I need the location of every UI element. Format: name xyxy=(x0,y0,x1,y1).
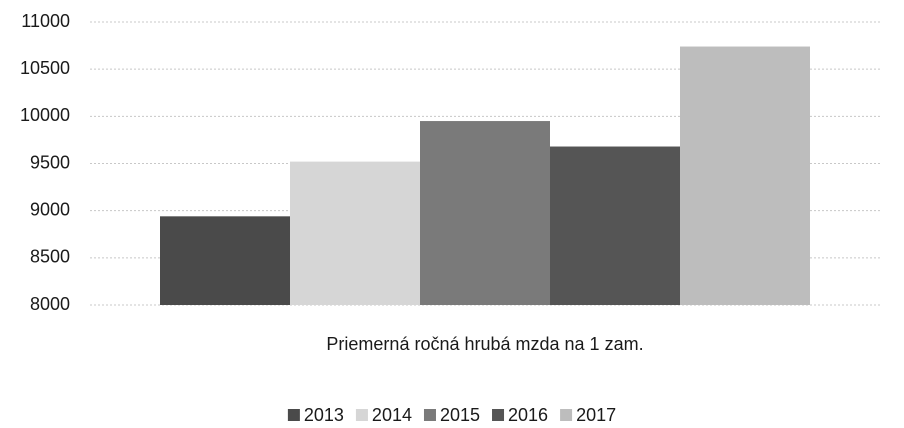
y-tick-label: 9500 xyxy=(30,152,70,172)
legend: 2013 2014 2015 2016 2017 xyxy=(287,405,616,425)
legend-label: 2017 xyxy=(576,405,616,425)
legend-swatch xyxy=(492,409,505,421)
bar xyxy=(160,216,290,305)
legend-swatch xyxy=(560,409,573,421)
legend-label: 2015 xyxy=(440,405,480,425)
bar xyxy=(420,121,550,305)
legend-label: 2016 xyxy=(508,405,548,425)
legend-swatch xyxy=(423,409,436,421)
y-tick-label: 8500 xyxy=(30,247,70,267)
y-tick-label: 11000 xyxy=(21,11,70,31)
y-tick-label: 10500 xyxy=(20,58,70,78)
legend-swatch xyxy=(287,409,300,421)
y-tick-label: 8000 xyxy=(30,294,70,314)
legend-label: 2013 xyxy=(304,405,344,425)
y-tick-label: 9000 xyxy=(30,199,70,219)
bar xyxy=(290,161,420,305)
bar xyxy=(550,146,680,305)
legend-label: 2014 xyxy=(372,405,412,425)
y-tick-label: 10000 xyxy=(20,105,70,125)
bar xyxy=(680,46,810,305)
x-tick-label: Priemerná ročná hrubá mzda na 1 zam. xyxy=(326,334,643,354)
legend-swatch xyxy=(355,409,368,421)
